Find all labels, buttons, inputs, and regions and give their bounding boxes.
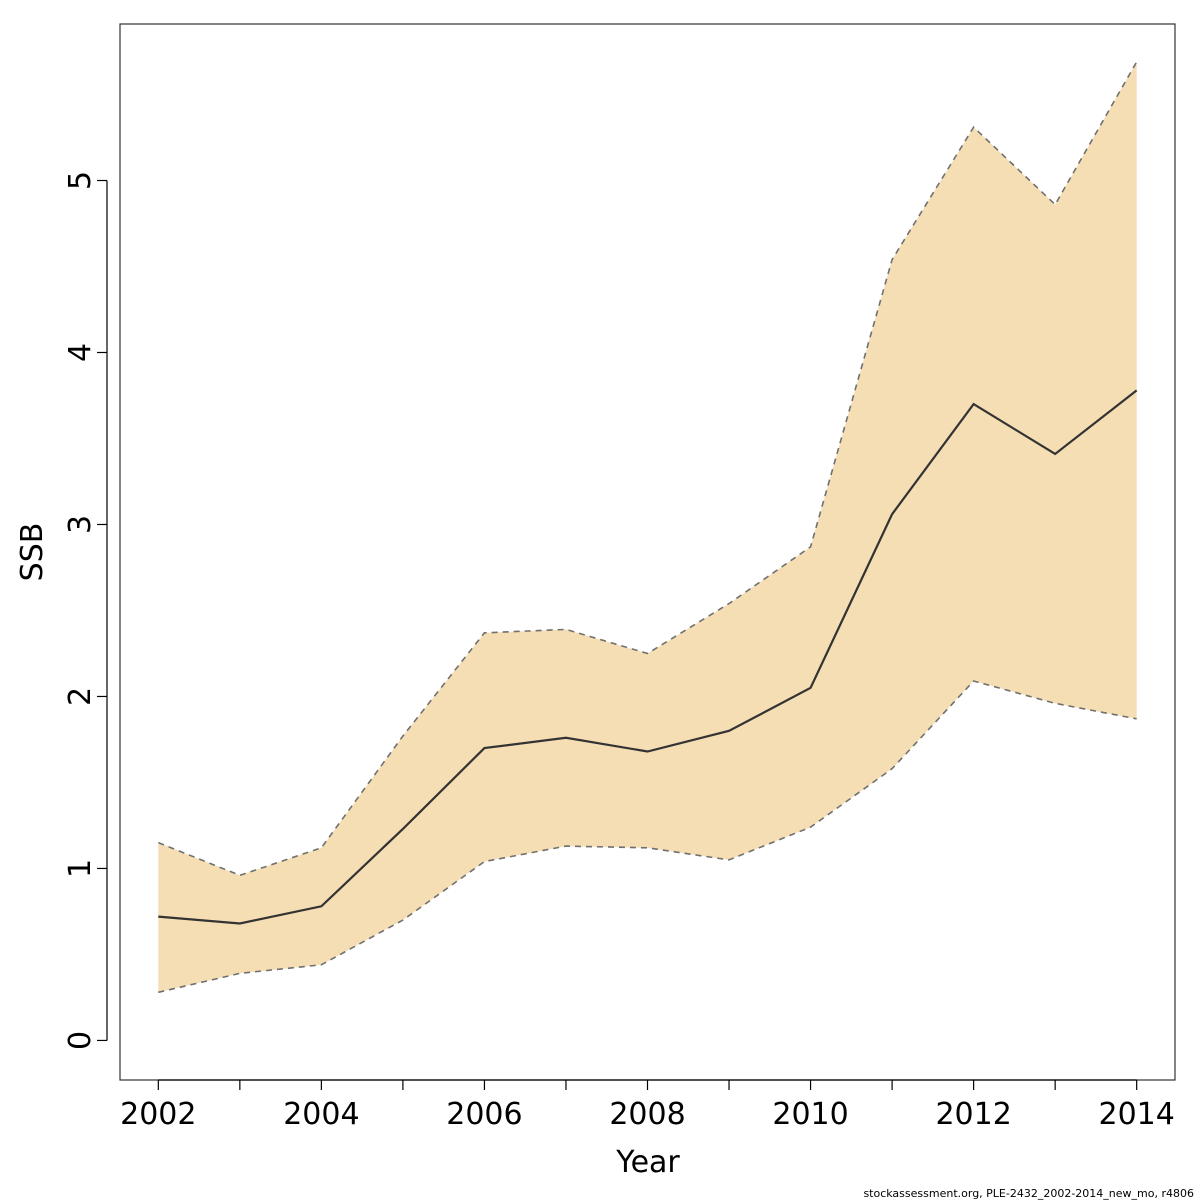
confidence-band-layer — [158, 61, 1137, 993]
confidence-band — [158, 61, 1137, 993]
upper-bound-line — [158, 61, 1138, 877]
y-tick-label: 2 — [63, 687, 98, 706]
y-axis: 0 1 2 3 4 5 — [63, 171, 108, 1050]
y-tick-label: 1 — [63, 859, 98, 878]
x-axis-title: Year — [615, 1145, 680, 1180]
ssb-estimate-line — [158, 389, 1138, 925]
y-tick-label: 0 — [63, 1031, 98, 1050]
x-tick-label: 2012 — [935, 1097, 1011, 1132]
x-tick-label: 2014 — [1099, 1097, 1175, 1132]
x-tick-label: 2004 — [283, 1097, 359, 1132]
x-tick-label: 2002 — [120, 1097, 196, 1132]
y-axis-title: SSB — [15, 523, 50, 582]
x-tick-label: 2010 — [772, 1097, 848, 1132]
y-tick-label: 4 — [63, 343, 98, 362]
x-tick-label: 2008 — [609, 1097, 685, 1132]
lower-bound-line — [158, 680, 1137, 994]
footer-credit: stockassessment.org, PLE-2432_2002-2014_… — [863, 1187, 1194, 1200]
y-tick-label: 5 — [63, 171, 98, 190]
y-tick-label: 3 — [63, 515, 98, 534]
x-tick-label: 2006 — [446, 1097, 522, 1132]
series-lines-layer — [158, 61, 1138, 994]
x-axis: 2002 2004 2006 2008 2010 2012 2014 — [120, 1079, 1175, 1132]
